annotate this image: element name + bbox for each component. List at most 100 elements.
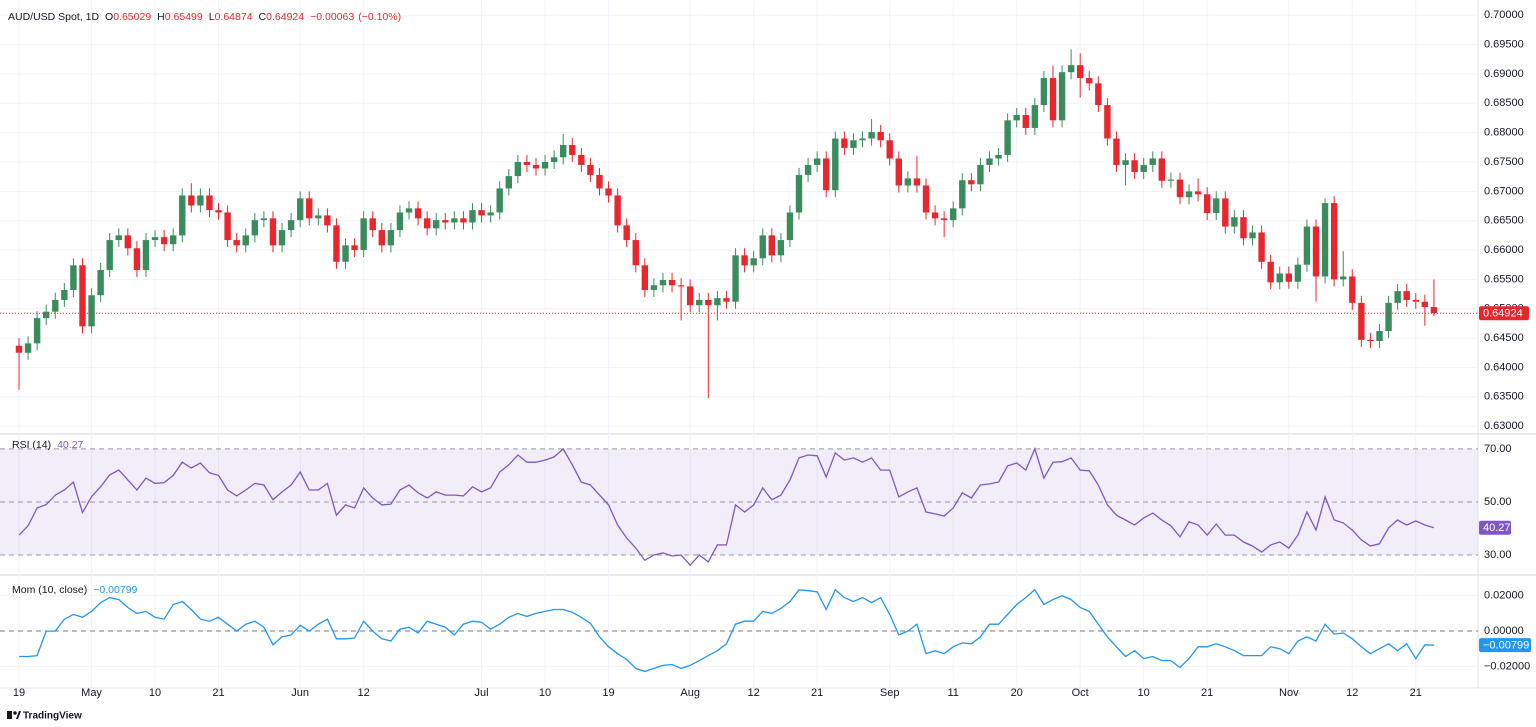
- candle-body: [550, 157, 558, 162]
- candle-body: [560, 144, 567, 158]
- candle-body: [705, 299, 712, 306]
- mom-value-box: [1479, 638, 1531, 653]
- footer-brand: TradingView: [23, 711, 82, 722]
- candle-body: [1022, 115, 1029, 128]
- candle-body: [24, 343, 32, 353]
- candle-body: [922, 185, 930, 213]
- candle-body: [1240, 217, 1247, 239]
- candle-body: [197, 195, 204, 206]
- ohlc-field-label: C: [259, 11, 267, 23]
- candle-body: [124, 235, 132, 249]
- y-tick-label: 0.63000: [1484, 420, 1524, 432]
- candle-body: [306, 198, 313, 219]
- candle-body: [514, 162, 522, 177]
- candle-body: [1058, 72, 1066, 121]
- candle-body: [79, 265, 86, 327]
- candle-body: [650, 285, 658, 290]
- ohlc-field-value: 0.65499: [165, 11, 203, 23]
- change: −0.00063: [310, 11, 354, 23]
- candle-body: [169, 235, 177, 245]
- candle-body: [886, 140, 893, 159]
- candle-body: [179, 195, 186, 236]
- candle-body: [1158, 158, 1166, 181]
- candle-body: [369, 218, 376, 231]
- candle-body: [1231, 217, 1238, 227]
- y-tick-label: 0.67000: [1484, 185, 1524, 197]
- candle-body: [1131, 160, 1138, 172]
- candle-body: [106, 240, 113, 270]
- x-tick-label: 10: [149, 687, 161, 699]
- candle-body: [496, 188, 503, 213]
- candle-body: [442, 220, 449, 223]
- ohlc-field-value: 0.64924: [266, 11, 304, 23]
- y-tick-label: 0.67500: [1484, 156, 1524, 168]
- candle-body: [532, 164, 540, 169]
- candle-body: [741, 255, 748, 266]
- candle-body: [895, 158, 902, 186]
- candle-body: [596, 174, 603, 189]
- x-tick-label: May: [81, 687, 102, 699]
- candle-body: [523, 162, 531, 165]
- candle-body: [52, 299, 59, 312]
- candle-body: [487, 212, 494, 216]
- x-tick-label: 21: [1201, 687, 1213, 699]
- x-tick-label: Nov: [1279, 687, 1299, 699]
- y-tick-label: 0.68500: [1484, 97, 1524, 109]
- candle-body: [1149, 158, 1156, 165]
- candle-body: [97, 270, 104, 296]
- x-tick-label: 21: [212, 687, 224, 699]
- candle-body: [1430, 307, 1438, 314]
- candle-body: [1340, 276, 1347, 280]
- candle-body: [242, 235, 249, 246]
- candle-body: [414, 208, 422, 219]
- ohlc-header: AUD/USD Spot, 1D O0.65029 H0.65499 L0.64874…: [8, 11, 401, 23]
- mom-title: Mom (10, close): [12, 584, 87, 596]
- candle-body: [986, 158, 993, 165]
- candle-body: [15, 345, 23, 353]
- x-tick-label: 19: [13, 687, 25, 699]
- x-tick-label: Oct: [1072, 687, 1089, 699]
- candle-body: [287, 220, 295, 231]
- rsi-tick-label: 70.00: [1484, 443, 1512, 455]
- y-tick-label: 0.68000: [1484, 127, 1524, 139]
- logo-mark: [16, 711, 21, 719]
- candle-body: [1412, 299, 1419, 302]
- x-tick-label: 10: [1138, 687, 1150, 699]
- candle-body: [151, 237, 159, 241]
- x-tick-label: Aug: [680, 687, 700, 699]
- y-tick-label: 0.70000: [1484, 9, 1524, 21]
- candle-body: [1385, 302, 1392, 332]
- candle-body: [832, 138, 839, 191]
- candle-body: [43, 311, 50, 319]
- mom-tick-label: 0.02000: [1484, 590, 1524, 602]
- symbol: AUD/USD Spot, 1D: [8, 11, 99, 23]
- last-price-box: [1479, 306, 1529, 321]
- candle-body: [324, 215, 331, 226]
- candle-body: [1376, 331, 1383, 342]
- ohlc-field-value: 0.64874: [215, 11, 253, 23]
- candle-body: [451, 218, 458, 223]
- y-tick-label: 0.64000: [1484, 361, 1524, 373]
- candle-body: [868, 132, 875, 139]
- y-tick-label: 0.64500: [1484, 332, 1524, 344]
- candle-body: [578, 154, 585, 165]
- candle-body: [233, 240, 240, 246]
- candle-body: [750, 258, 757, 266]
- candle-body: [795, 174, 803, 213]
- candle-body: [296, 198, 304, 221]
- candle-body: [1222, 198, 1229, 227]
- candle-body: [777, 240, 785, 256]
- candle-body: [278, 230, 286, 246]
- candle-body: [813, 158, 821, 165]
- rsi-value-box: [1479, 520, 1511, 535]
- candle-body: [641, 265, 649, 290]
- candle-body: [1104, 105, 1111, 139]
- mom-line: [19, 588, 1434, 673]
- candle-body: [823, 158, 830, 191]
- ohlc-field-label: L: [209, 11, 215, 23]
- candle-body: [541, 162, 549, 169]
- candle-body: [786, 212, 794, 241]
- candle-body: [759, 235, 766, 259]
- candle-body: [251, 220, 259, 236]
